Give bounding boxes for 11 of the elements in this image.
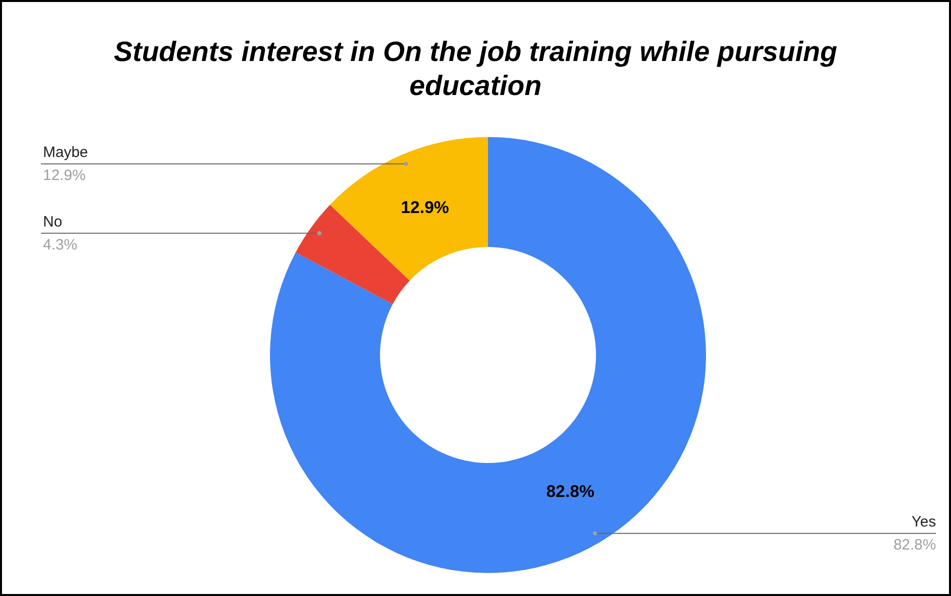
- slice-label: Maybe: [43, 144, 88, 161]
- chart-title: Students interest in On the job training while pursuing education: [114, 36, 838, 101]
- text: 12.9%: [43, 166, 86, 184]
- data-label: 82.8%: [546, 482, 594, 502]
- text: 82.8%: [893, 536, 936, 554]
- data-label: 12.9%: [400, 198, 450, 217]
- data-label: 4.3%: [43, 236, 78, 254]
- slice-label: No: [43, 213, 62, 230]
- donut-slice: [270, 137, 706, 573]
- donut-slice: [330, 137, 488, 281]
- slice-label: Yes: [912, 513, 936, 530]
